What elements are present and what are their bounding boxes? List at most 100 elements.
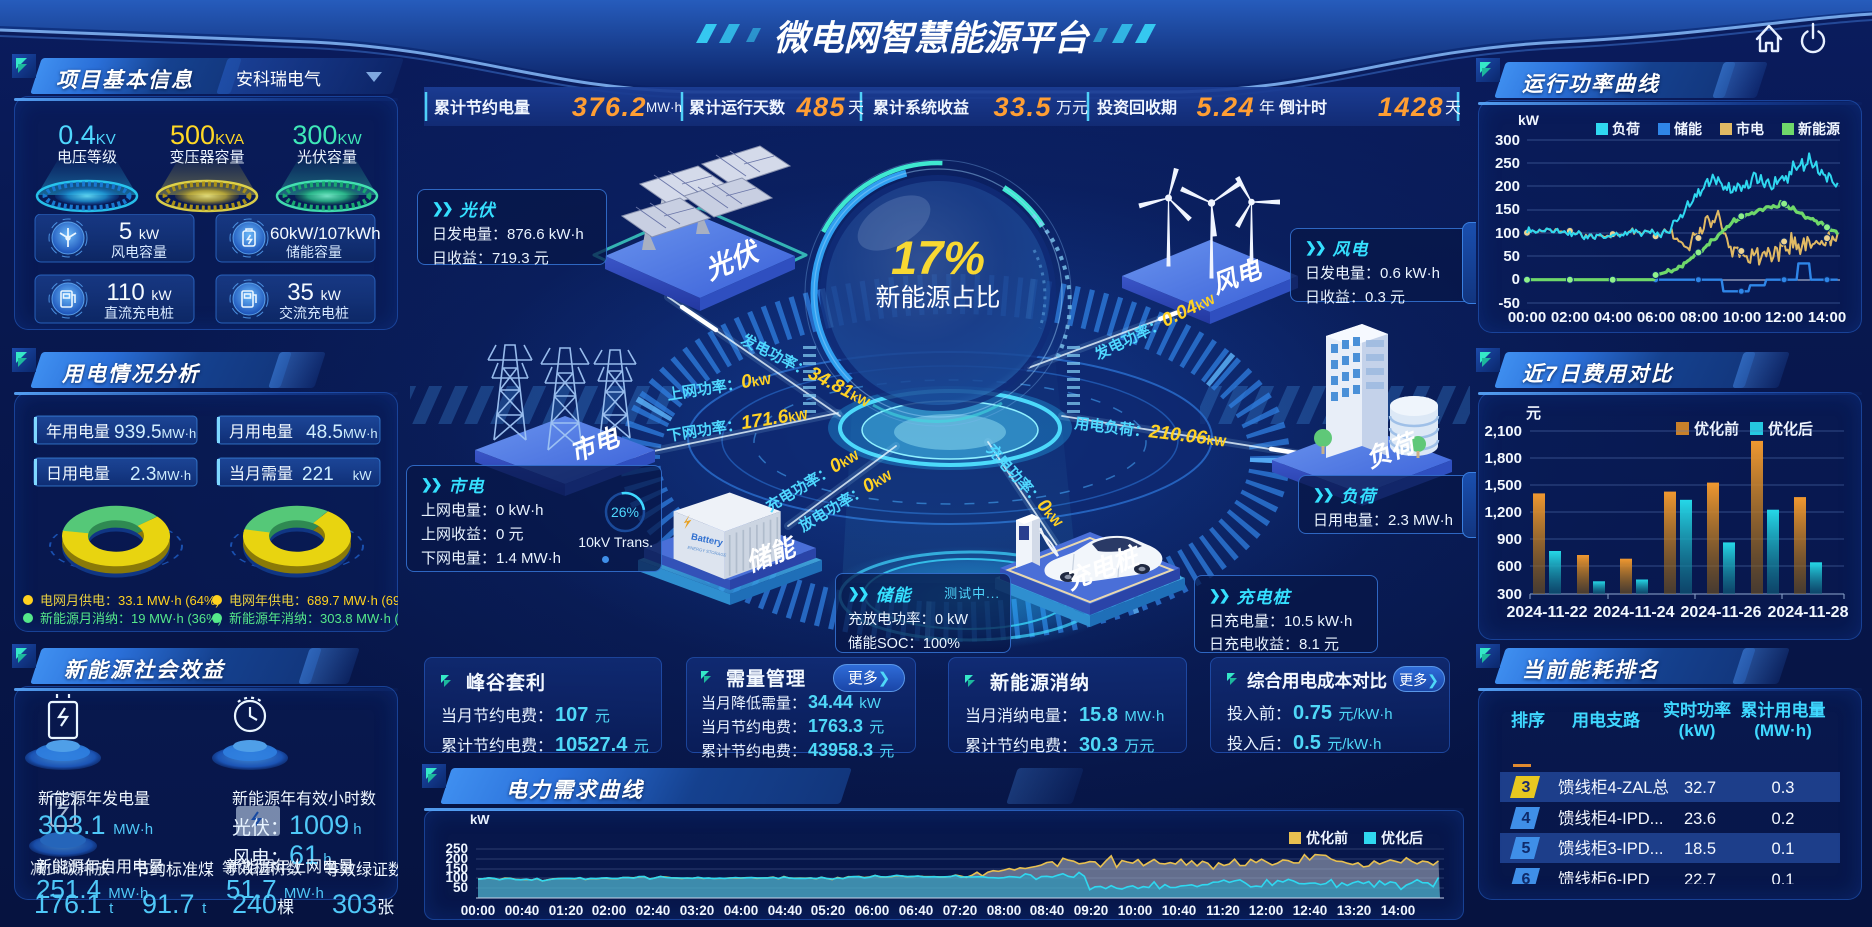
svg-text:08:00: 08:00 xyxy=(987,903,1022,918)
svg-text:12:00: 12:00 xyxy=(1249,903,1284,918)
svg-text:6: 6 xyxy=(1522,871,1531,888)
svg-text:07:20: 07:20 xyxy=(943,903,978,918)
svg-text:节约标准煤: 节约标准煤 xyxy=(134,861,214,879)
svg-text:累计用电量: 累计用电量 xyxy=(1741,700,1826,720)
svg-text:实时功率: 实时功率 xyxy=(1663,700,1731,720)
svg-text:优化前: 优化前 xyxy=(1306,830,1348,846)
svg-text:13:20: 13:20 xyxy=(1337,903,1372,918)
svg-text:5 kW: 5 kW xyxy=(119,218,160,245)
svg-text:08:40: 08:40 xyxy=(1030,903,1065,918)
svg-text:5: 5 xyxy=(1522,840,1531,857)
svg-text:(kW): (kW) xyxy=(1679,721,1716,740)
svg-text:12:00: 12:00 xyxy=(1765,309,1803,326)
svg-text:0.3: 0.3 xyxy=(1772,779,1795,797)
svg-text:221 kW: 221 kW xyxy=(302,464,372,485)
svg-text:04:00: 04:00 xyxy=(724,903,759,918)
svg-text:储能: 储能 xyxy=(1673,121,1702,137)
svg-text:天: 天 xyxy=(848,100,864,117)
svg-text:新能源月消纳：19 MW·h (36%): 新能源月消纳：19 MW·h (36%) xyxy=(40,611,222,626)
svg-text:10:00: 10:00 xyxy=(1723,309,1761,326)
svg-text:微电网智慧能源平台: 微电网智慧能源平台 xyxy=(773,19,1090,58)
svg-text:33.5: 33.5 xyxy=(993,92,1052,122)
svg-text:05:20: 05:20 xyxy=(811,903,846,918)
svg-text:08:00: 08:00 xyxy=(1680,309,1718,326)
svg-text:馈线柜4-ZAL总: 馈线柜4-ZAL总 xyxy=(1558,778,1669,797)
svg-text:万元: 万元 xyxy=(1056,100,1088,117)
svg-text:23.6: 23.6 xyxy=(1684,810,1716,828)
svg-text:电网年供电：689.7 MW·h (69%): 电网年供电：689.7 MW·h (69%) xyxy=(229,593,398,608)
svg-text:排序: 排序 xyxy=(1511,710,1545,730)
svg-text:0: 0 xyxy=(1512,271,1520,288)
svg-text:0.4KV: 0.4KV xyxy=(58,120,116,150)
svg-text:MW·h: MW·h xyxy=(646,100,682,115)
svg-text:1,200: 1,200 xyxy=(1484,504,1522,521)
svg-text:3: 3 xyxy=(1522,779,1531,796)
svg-text:光伏：1009 h: 光伏：1009 h xyxy=(232,810,362,840)
svg-text:0.2: 0.2 xyxy=(1772,810,1795,828)
svg-text:变压器容量: 变压器容量 xyxy=(169,149,244,166)
svg-text:光伏容量: 光伏容量 xyxy=(297,149,357,166)
svg-text:元: 元 xyxy=(1526,405,1541,422)
svg-text:2024-11-24: 2024-11-24 xyxy=(1594,604,1675,621)
svg-text:直流充电桩: 直流充电桩 xyxy=(104,305,174,321)
svg-text:50: 50 xyxy=(1503,248,1520,265)
svg-text:2.3MW·h: 2.3MW·h xyxy=(130,464,191,485)
svg-text:新能源年消纳：303.8 MW·h (31%: 新能源年消纳：303.8 MW·h (31% xyxy=(229,611,398,626)
svg-text:26%: 26% xyxy=(611,504,639,520)
svg-text:风电容量: 风电容量 xyxy=(111,244,167,260)
svg-text:2,100: 2,100 xyxy=(1484,423,1522,440)
svg-text:1,800: 1,800 xyxy=(1484,450,1522,467)
svg-text:日用电量: 日用电量 xyxy=(46,465,110,483)
svg-text:09:20: 09:20 xyxy=(1074,903,1109,918)
svg-text:2024-11-28: 2024-11-28 xyxy=(1768,604,1849,621)
svg-text:kW: kW xyxy=(470,812,490,827)
svg-text:250: 250 xyxy=(445,841,468,856)
svg-text:376.2: 376.2 xyxy=(572,92,647,122)
svg-text:10:40: 10:40 xyxy=(1162,903,1197,918)
svg-text:累计运行天数: 累计运行天数 xyxy=(689,98,786,117)
svg-text:10:00: 10:00 xyxy=(1118,903,1153,918)
svg-text:50: 50 xyxy=(453,880,468,895)
svg-text:251.4 MW·h: 251.4 MW·h xyxy=(36,874,148,904)
svg-text:303张: 303张 xyxy=(332,889,394,919)
svg-text:累计节约电量: 累计节约电量 xyxy=(434,98,530,117)
svg-text:馈线柜6-IPD: 馈线柜6-IPD xyxy=(1558,870,1650,889)
svg-text:200: 200 xyxy=(445,851,468,866)
svg-text:市电: 市电 xyxy=(1736,121,1764,137)
svg-text:06:00: 06:00 xyxy=(855,903,890,918)
svg-text:天: 天 xyxy=(1445,100,1460,117)
svg-text:1,500: 1,500 xyxy=(1484,477,1522,494)
svg-text:优化后: 优化后 xyxy=(1381,830,1423,846)
svg-text:14:00: 14:00 xyxy=(1381,903,1416,918)
svg-text:600: 600 xyxy=(1497,558,1522,575)
svg-text:03:20: 03:20 xyxy=(680,903,715,918)
svg-text:-50: -50 xyxy=(1498,295,1520,312)
svg-text:250: 250 xyxy=(1495,155,1520,172)
svg-text:新能源年有效小时数: 新能源年有效小时数 xyxy=(232,790,376,808)
svg-text:kW: kW xyxy=(1518,112,1540,128)
svg-text:馈线柜3-IPD...: 馈线柜3-IPD... xyxy=(1558,839,1663,858)
svg-text:储能容量: 储能容量 xyxy=(286,244,342,260)
svg-text:02:00: 02:00 xyxy=(1551,309,1589,326)
svg-text:11:20: 11:20 xyxy=(1206,903,1240,918)
svg-text:17%: 17% xyxy=(891,231,985,284)
svg-text:150: 150 xyxy=(1495,201,1520,218)
svg-text:倒计时: 倒计时 xyxy=(1278,98,1327,117)
svg-text:等效植树数: 等效植树数 xyxy=(222,860,302,878)
svg-text:00:40: 00:40 xyxy=(505,903,540,918)
svg-text:48.5MW·h: 48.5MW·h xyxy=(306,422,378,443)
svg-text:馈线柜4-IPD...: 馈线柜4-IPD... xyxy=(1558,809,1663,828)
svg-text:1428: 1428 xyxy=(1378,92,1444,122)
svg-text:2024-11-22: 2024-11-22 xyxy=(1507,604,1588,621)
svg-text:02:40: 02:40 xyxy=(636,903,671,918)
svg-text:22.7: 22.7 xyxy=(1684,871,1716,889)
svg-text:02:00: 02:00 xyxy=(592,903,627,918)
svg-text:500KVA: 500KVA xyxy=(170,120,244,150)
svg-text:新能源年自用电量: 新能源年自用电量 xyxy=(36,858,164,876)
svg-text:等效绿证数: 等效绿证数 xyxy=(324,861,398,879)
svg-text:32.7: 32.7 xyxy=(1684,779,1716,797)
svg-text:新能源年上网电量: 新能源年上网电量 xyxy=(226,858,354,876)
svg-text:电网月供电：33.1 MW·h (64%): 电网月供电：33.1 MW·h (64%) xyxy=(40,593,220,608)
svg-text:06:40: 06:40 xyxy=(899,903,934,918)
svg-text:300KW: 300KW xyxy=(292,120,362,150)
